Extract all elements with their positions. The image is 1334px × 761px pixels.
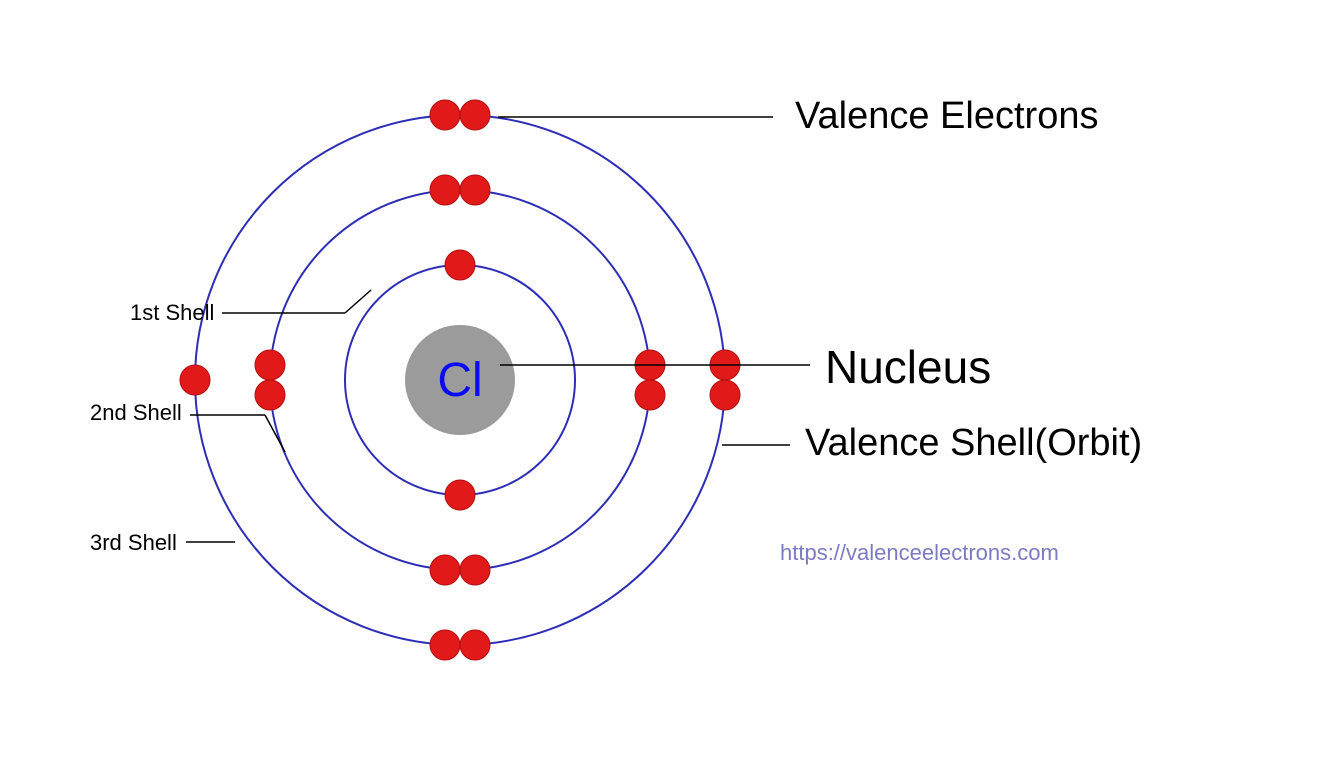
third-shell-label: 3rd Shell [90, 530, 177, 556]
electron [430, 175, 460, 205]
electron [460, 175, 490, 205]
first-shell-label: 1st Shell [130, 300, 214, 326]
second-shell-label: 2nd Shell [90, 400, 182, 426]
electron [710, 380, 740, 410]
source-url: https://valenceelectrons.com [780, 540, 1059, 566]
electron [430, 555, 460, 585]
valence-electrons-label: Valence Electrons [795, 95, 1098, 138]
electron [430, 100, 460, 130]
electron [255, 380, 285, 410]
electron [445, 250, 475, 280]
electron [430, 630, 460, 660]
electron [445, 480, 475, 510]
valence-shell-label: Valence Shell(Orbit) [805, 422, 1142, 465]
bohr-diagram-container: Cl [0, 0, 1334, 756]
bohr-model-svg: Cl [0, 0, 1334, 756]
electron [635, 380, 665, 410]
electron [460, 555, 490, 585]
electron [460, 630, 490, 660]
electron [180, 365, 210, 395]
electron [255, 350, 285, 380]
pointer-line [345, 290, 371, 313]
nucleus-symbol: Cl [437, 354, 482, 407]
electron [460, 100, 490, 130]
nucleus-label: Nucleus [825, 340, 991, 394]
